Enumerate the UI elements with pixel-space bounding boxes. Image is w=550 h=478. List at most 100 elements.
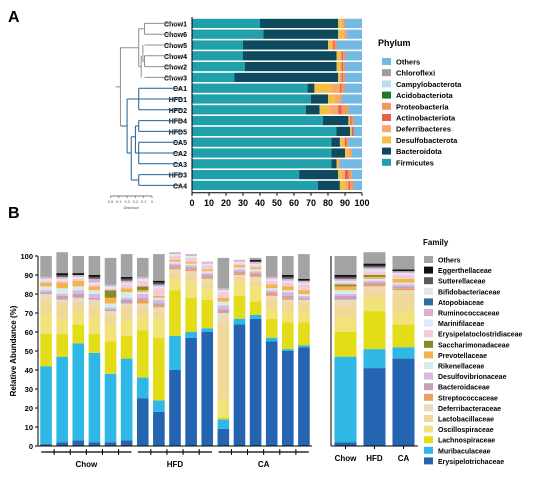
- bar-segment-desulfobacterota: [319, 105, 330, 115]
- bar-segment-desulfovibrionaceae: [392, 284, 415, 287]
- bar-segment-prevotellaceae: [334, 286, 357, 291]
- legend-label-deferribacteraceae: Deferribacteraceae: [438, 406, 501, 413]
- bar-segment-lactobacillaceae: [392, 294, 415, 312]
- bar-segment-deferribacteres: [345, 180, 349, 190]
- bar-segment-deferribacteres: [339, 62, 342, 72]
- bar-segment-bacteroidaceae: [169, 265, 181, 268]
- bar-segment-muribaculaceae: [136, 377, 149, 399]
- bar-segment-desulfobacterota: [338, 18, 342, 28]
- bar-segment-desulfobacterota: [338, 72, 340, 82]
- bar-segment-others: [298, 254, 310, 279]
- bar-segment-erysipelatoclostridiaceae: [56, 280, 68, 283]
- bar-segment-firmicutes: [192, 170, 300, 180]
- legend-label-chloroflexi: Chloroflexi: [396, 69, 435, 78]
- x-tick-label-ca: CA: [398, 454, 410, 463]
- legend-swatch-bacteroidaceae: [424, 383, 433, 391]
- bar-segment-marinifilaceae: [334, 280, 357, 283]
- bar-segment-sutterellaceae: [282, 276, 294, 279]
- bar-segment-others: [104, 257, 117, 285]
- bar-segment-rikenellaceae: [153, 297, 165, 300]
- bar-segment-marinifilaceae: [136, 278, 149, 281]
- bar-segment-erysipelatoclostridiaceae: [88, 284, 101, 287]
- bar-segment-marinifilaceae: [298, 282, 310, 285]
- bar-segment-streptococcaceae: [233, 273, 246, 275]
- bar-segment-oscillospiraceae: [136, 316, 149, 331]
- bar-segment-lactobacillaceae: [136, 307, 149, 317]
- bar-segment-marinifilaceae: [120, 282, 133, 285]
- bar-segment-actinobacteriota: [339, 83, 342, 93]
- bar-segment-firmicutes: [192, 29, 264, 39]
- bar-segment-erysipelotrichaceae: [153, 411, 165, 446]
- bar-segment-prevotellaceae: [233, 265, 246, 268]
- bar-segment-erysipelatoclostridiaceae: [334, 282, 357, 285]
- phylum-legend-title: Phylum: [378, 38, 411, 48]
- bar-segment-ruminococcaceae: [169, 252, 181, 255]
- bar-segment-bacteroidota: [317, 180, 340, 190]
- legend-label-deferribacteres: Deferribacteres: [396, 125, 451, 134]
- row-label: Chow2: [164, 65, 187, 72]
- bar-segment-ruminococcaceae: [153, 284, 165, 287]
- bar-segment-firmicutes: [192, 105, 306, 115]
- panel-label-a: A: [8, 9, 20, 26]
- bar-segment-others: [346, 29, 362, 39]
- bar-segment-prevotellaceae: [169, 259, 181, 262]
- bar-segment-bacteroidaceae: [298, 297, 310, 300]
- bar-segment-desulfobacterota: [336, 51, 340, 61]
- bar-segment-bacteroidaceae: [72, 294, 85, 298]
- bar-segment-lachnospiraceae: [201, 299, 214, 329]
- bar-segment-others: [120, 254, 133, 277]
- legend-label-proteobacteria: Proteobacteria: [396, 102, 449, 111]
- bar-segment-eggerthellaceae: [282, 275, 294, 277]
- row-label: Chow4: [164, 54, 187, 61]
- legend-label-erysipelatoclostridiaceae: Erysipelatoclostridiaceae: [438, 332, 523, 339]
- bar-segment-prevotellaceae: [104, 297, 117, 304]
- bar-segment-lachnospiraceae: [72, 324, 85, 344]
- bar-segment-others: [336, 40, 362, 50]
- bar-segment-others: [353, 116, 362, 126]
- bar-segment-oscillospiraceae: [217, 398, 230, 418]
- legend-swatch-deferribacteres: [382, 125, 391, 133]
- bar-segment-others: [345, 62, 362, 72]
- bar-segment-desulfovibrionaceae: [298, 295, 310, 298]
- legend-label-eggerthellaceae: Eggerthellaceae: [438, 268, 492, 275]
- bar-segment-muribaculaceae: [185, 332, 197, 338]
- bar-segment-erysipelatoclostridiaceae: [40, 280, 52, 283]
- bar-segment-desulfobacterota: [339, 180, 345, 190]
- legend-label-rikenellaceae: Rikenellaceae: [438, 364, 484, 371]
- row-label: HFD3: [169, 173, 187, 180]
- x-tick-label: 100: [354, 198, 369, 208]
- bar-segment-ruminococcaceae: [56, 276, 68, 279]
- bar-segment-bacteroidaceae: [334, 295, 357, 300]
- bar-segment-others: [334, 256, 357, 275]
- bar-segment-desulfovibrionaceae: [217, 305, 230, 310]
- bar-segment-bacteroidota: [234, 72, 339, 82]
- bar-segment-erysipelotrichaceae: [282, 351, 294, 446]
- bar-segment-desulfovibrionaceae: [40, 290, 52, 293]
- bar-segment-bacteroidota: [244, 62, 337, 72]
- bar-segment-others: [363, 252, 386, 264]
- bar-segment-bacteroidota: [322, 116, 349, 126]
- row-label: CA1: [173, 86, 187, 93]
- legend-label-muribaculaceae: Muribaculaceae: [438, 448, 491, 455]
- bar-segment-lactobacillaceae: [249, 280, 262, 287]
- bar-segment-bacteroidota: [243, 40, 328, 50]
- bar-segment-desulfobacterota: [338, 29, 344, 39]
- legend-swatch-atopobiaceae: [424, 298, 433, 306]
- bar-segment-rikenellaceae: [217, 301, 230, 306]
- bar-segment-muribaculaceae: [363, 349, 386, 369]
- bar-segment-desulfovibrionaceae: [104, 307, 117, 310]
- bar-segment-bacteroidaceae: [120, 299, 133, 304]
- bar-segment-deferribacteres: [331, 83, 340, 93]
- bar-segment-prevotellaceae: [282, 286, 294, 291]
- legend-label-streptococcaceae: Streptococcaceae: [438, 395, 498, 402]
- bar-segment-lachnospiraceae: [169, 290, 181, 336]
- bar-segment-erysipelotrichaceae: [88, 442, 101, 446]
- bar-segment-lactobacillaceae: [56, 303, 68, 319]
- bar-segment-streptococcaceae: [169, 267, 181, 270]
- legend-swatch-oscillospiraceae: [424, 425, 433, 433]
- bar-segment-desulfobacterota: [350, 126, 352, 136]
- bar-segment-others: [353, 126, 362, 136]
- bar-segment-prevotellaceae: [40, 282, 52, 287]
- bar-segment-others: [348, 105, 362, 115]
- bar-segment-bacteroidaceae: [56, 295, 68, 300]
